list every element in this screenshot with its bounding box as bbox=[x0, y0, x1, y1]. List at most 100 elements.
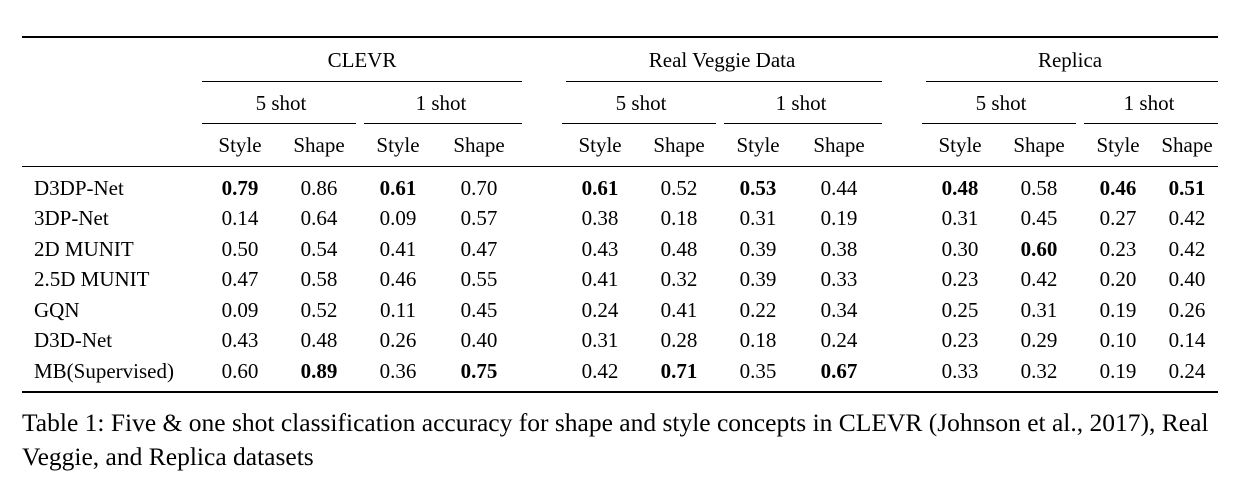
table-cell: 0.24 bbox=[796, 326, 882, 357]
cell-value: 0.42 bbox=[1168, 236, 1206, 261]
cell-value: 0.18 bbox=[660, 206, 698, 231]
table-cell: 0.58 bbox=[278, 265, 360, 296]
table-cell: 0.26 bbox=[360, 326, 436, 357]
table-cell: 0.52 bbox=[638, 167, 720, 204]
cell-value: 0.40 bbox=[460, 328, 498, 353]
table-cell: 0.71 bbox=[638, 356, 721, 393]
metric-header: Style bbox=[562, 124, 639, 167]
table-cell: 0.55 bbox=[436, 265, 522, 296]
table-row: D3D-Net 0.43 0.48 0.26 0.40 0.31 0.28 0.18 0.24 0… bbox=[22, 326, 1218, 357]
cell-value: 0.23 bbox=[941, 328, 979, 353]
table-cell: 0.86 bbox=[278, 167, 360, 204]
table-cell: 0.18 bbox=[638, 204, 720, 235]
cell-value: 0.45 bbox=[460, 297, 498, 322]
table-caption: Table 1: Five & one shot classification … bbox=[22, 408, 1209, 471]
table-cell: 0.26 bbox=[1156, 295, 1218, 326]
table-cell: 0.33 bbox=[922, 356, 999, 393]
cell-value: 0.14 bbox=[1168, 328, 1206, 353]
table-cell: 0.31 bbox=[720, 204, 796, 235]
best-value: 0.61 bbox=[379, 175, 417, 200]
shot-header: 5 shot bbox=[922, 82, 1080, 124]
metric-header: Style bbox=[720, 124, 797, 167]
table-cell: 0.51 bbox=[1156, 167, 1218, 204]
cell-value: 0.31 bbox=[739, 206, 777, 231]
table-cell: 0.19 bbox=[796, 204, 882, 235]
table-cell: 0.09 bbox=[202, 295, 278, 326]
cell-value: 0.70 bbox=[460, 175, 498, 200]
row-label: D3D-Net bbox=[34, 328, 113, 353]
metric-header: Shape bbox=[998, 124, 1081, 167]
table-cell: 0.45 bbox=[998, 204, 1080, 235]
group-gap bbox=[522, 124, 563, 167]
cell-value: 0.28 bbox=[660, 328, 698, 353]
shot-header: 1 shot bbox=[360, 82, 523, 124]
metric-header: Shape bbox=[436, 124, 523, 167]
table-cell: 0.43 bbox=[562, 234, 638, 265]
table-cell: 0.09 bbox=[360, 204, 436, 235]
table-cell: 0.44 bbox=[796, 167, 882, 204]
table-cell: 0.32 bbox=[638, 265, 720, 296]
table-cell: 0.19 bbox=[1080, 356, 1157, 393]
metric-header-row: Style Shape Style Shape Style Shape Style Shape… bbox=[22, 124, 1219, 167]
cell-value: 0.50 bbox=[221, 236, 259, 261]
table-cell: 0.60 bbox=[202, 356, 278, 393]
table-cell: 0.19 bbox=[1080, 295, 1156, 326]
table-cell: 0.53 bbox=[720, 167, 796, 204]
best-value: 0.61 bbox=[581, 175, 619, 200]
shot-header: 5 shot bbox=[562, 82, 720, 124]
group-header-1: Real Veggie Data bbox=[562, 36, 883, 83]
row-label: 3DP-Net bbox=[34, 206, 109, 231]
metric-header: Style bbox=[360, 124, 436, 167]
table-cell: 0.35 bbox=[720, 356, 797, 393]
table-cell: 0.24 bbox=[562, 295, 638, 326]
cell-value: 0.86 bbox=[300, 175, 338, 200]
cell-value: 0.24 bbox=[820, 328, 858, 353]
table-cell: 0.18 bbox=[720, 326, 796, 357]
table-cell: 0.64 bbox=[278, 204, 360, 235]
best-value: 0.48 bbox=[941, 175, 979, 200]
table-cell: 0.23 bbox=[922, 265, 998, 296]
cell-value: 0.43 bbox=[221, 328, 259, 353]
table-cell: 0.38 bbox=[562, 204, 638, 235]
table-cell: 0.43 bbox=[202, 326, 278, 357]
cell-value: 0.29 bbox=[1020, 328, 1058, 353]
cell-value: 0.31 bbox=[581, 328, 619, 353]
table-cell: 0.23 bbox=[922, 326, 998, 357]
cell-value: 0.64 bbox=[300, 206, 338, 231]
group-gap bbox=[882, 234, 922, 265]
table-cell: 0.46 bbox=[1080, 167, 1156, 204]
shot-header-row: 5 shot 1 shot 5 shot 1 shot 5 shot 1 shot bbox=[22, 82, 1219, 124]
cell-value: 0.24 bbox=[1168, 358, 1206, 383]
table-cell: 0.45 bbox=[436, 295, 522, 326]
metric-header: Shape bbox=[638, 124, 721, 167]
corner-cell bbox=[22, 124, 202, 167]
cell-value: 0.47 bbox=[460, 236, 498, 261]
metric-header: Style bbox=[922, 124, 999, 167]
group-header-2: Replica bbox=[922, 36, 1219, 83]
cell-value: 0.23 bbox=[941, 267, 979, 292]
table-cell: 0.40 bbox=[436, 326, 522, 357]
table-cell: 0.36 bbox=[360, 356, 436, 393]
cell-value: 0.30 bbox=[941, 236, 979, 261]
table-cell: 0.50 bbox=[202, 234, 278, 265]
row-label: 2.5D MUNIT bbox=[34, 267, 150, 292]
group-gap bbox=[882, 356, 923, 393]
table-cell: 0.31 bbox=[998, 295, 1080, 326]
shot-header: 5 shot bbox=[202, 82, 360, 124]
cell-value: 0.19 bbox=[820, 206, 858, 231]
metric-header: Shape bbox=[1156, 124, 1219, 167]
group-gap bbox=[522, 36, 563, 82]
cell-value: 0.38 bbox=[581, 206, 619, 231]
cell-value: 0.55 bbox=[460, 267, 498, 292]
group-gap bbox=[882, 204, 922, 235]
table-cell: 0.30 bbox=[922, 234, 998, 265]
table-cell: 0.79 bbox=[202, 167, 278, 204]
group-gap bbox=[882, 36, 923, 82]
cell-value: 0.38 bbox=[820, 236, 858, 261]
table-cell: 0.39 bbox=[720, 234, 796, 265]
table-cell: 0.23 bbox=[1080, 234, 1156, 265]
group-gap bbox=[522, 356, 563, 393]
table-cell: 0.89 bbox=[278, 356, 360, 393]
metric-header: Shape bbox=[796, 124, 883, 167]
cell-value: 0.22 bbox=[739, 297, 777, 322]
